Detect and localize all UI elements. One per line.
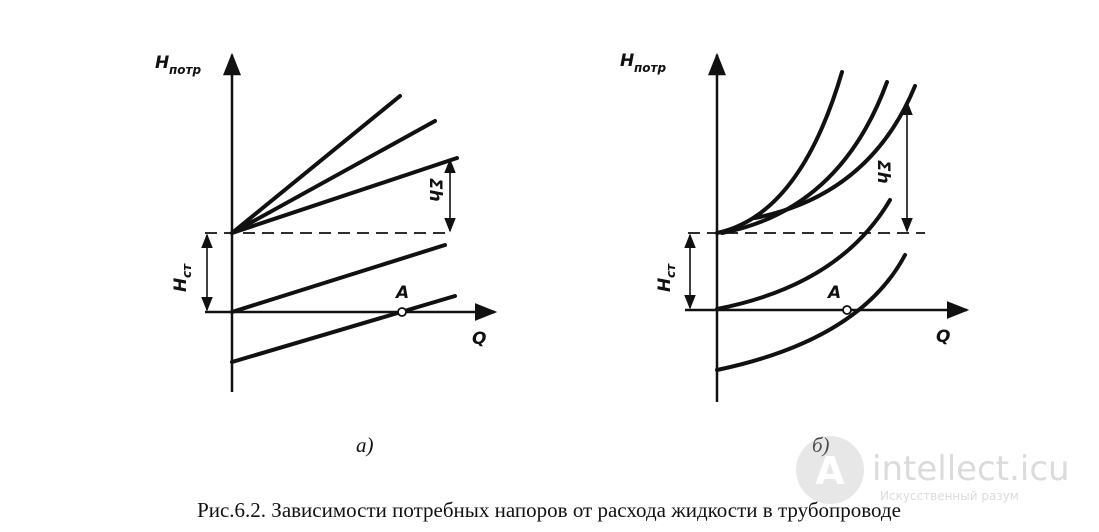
watermark-title: intellect.icu: [872, 449, 1070, 489]
losses-label: Σh: [873, 160, 893, 184]
watermark-subtitle: Искусственный разум: [880, 489, 1019, 503]
static-head-subscript: ст: [180, 263, 194, 278]
y-axis-subscript: потр: [634, 61, 666, 75]
watermark: A intellect.icu Искусственный разум: [796, 436, 1070, 504]
panel-b: H потр H ст Σh A Q б): [620, 51, 970, 457]
curve: [230, 243, 447, 314]
point-a: [842, 305, 852, 315]
y-axis-symbol: H: [155, 53, 169, 73]
caption: Рис.6.2. Зависимости потребных напоров о…: [197, 498, 901, 522]
static-head-subscript: ст: [664, 263, 678, 278]
panel-a: H потр H ст Σh A Q а): [155, 52, 498, 457]
curve: [715, 70, 844, 235]
losses-label: Σh: [425, 178, 445, 202]
y-axis-symbol: H: [620, 51, 634, 71]
x-axis-label: Q: [936, 327, 950, 347]
curve: [720, 80, 889, 235]
point-label: A: [826, 283, 841, 303]
point-label: A: [394, 283, 409, 303]
curve: [230, 119, 437, 235]
curve: [230, 94, 402, 235]
curve: [715, 253, 907, 372]
point-a: [397, 307, 407, 317]
watermark-logo: [796, 436, 864, 504]
panel-label: а): [356, 433, 374, 457]
curve: [230, 156, 459, 235]
static-head-symbol: H: [171, 278, 191, 292]
curve: [230, 294, 457, 364]
x-axis-label: Q: [472, 329, 486, 349]
panel-label: б): [812, 433, 830, 457]
y-axis-subscript: потр: [169, 63, 201, 77]
watermark-logo-letter: A: [815, 449, 845, 493]
static-head-symbol: H: [655, 278, 675, 292]
curve: [715, 198, 892, 311]
